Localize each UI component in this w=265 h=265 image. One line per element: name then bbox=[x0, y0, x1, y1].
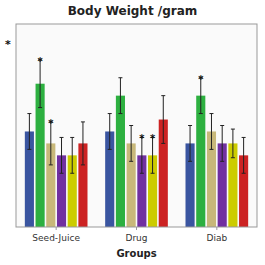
error-cap bbox=[161, 95, 165, 96]
error-line bbox=[211, 114, 212, 150]
error-line bbox=[61, 137, 62, 173]
error-cap bbox=[242, 173, 246, 174]
error-bar bbox=[108, 114, 112, 150]
error-cap bbox=[242, 137, 246, 138]
error-bar bbox=[188, 126, 192, 162]
error-line bbox=[72, 137, 73, 173]
bar bbox=[196, 96, 205, 227]
error-cap bbox=[60, 137, 64, 138]
x-tick-label: Seed-Juice bbox=[32, 233, 80, 243]
error-cap bbox=[129, 125, 133, 126]
error-line bbox=[40, 60, 41, 108]
error-line bbox=[232, 129, 233, 158]
significance-star: * bbox=[150, 133, 156, 144]
chart-svg: Body Weight /gram Seed-Juice Drug Diab Group… bbox=[0, 0, 265, 265]
error-cap bbox=[209, 113, 213, 114]
error-line bbox=[29, 114, 30, 150]
error-cap bbox=[108, 113, 112, 114]
error-bar bbox=[209, 114, 213, 150]
error-cap bbox=[70, 173, 74, 174]
error-line bbox=[222, 126, 223, 162]
error-line bbox=[190, 126, 191, 162]
error-cap bbox=[70, 137, 74, 138]
error-bar bbox=[231, 129, 235, 158]
error-cap bbox=[60, 173, 64, 174]
error-cap bbox=[118, 113, 122, 114]
significance-star: * bbox=[198, 74, 204, 85]
error-bar bbox=[27, 114, 31, 150]
error-bar bbox=[70, 137, 74, 173]
x-tick bbox=[136, 227, 137, 230]
error-line bbox=[243, 137, 244, 173]
error-cap bbox=[151, 173, 155, 174]
error-cap bbox=[38, 107, 42, 108]
error-cap bbox=[118, 77, 122, 78]
significance-star: * bbox=[48, 118, 54, 129]
error-cap bbox=[199, 113, 203, 114]
error-cap bbox=[140, 173, 144, 174]
error-cap bbox=[49, 164, 53, 165]
error-cap bbox=[108, 149, 112, 150]
error-cap bbox=[129, 161, 133, 162]
bar bbox=[116, 96, 125, 227]
plot-background bbox=[16, 24, 257, 227]
error-cap bbox=[231, 157, 235, 158]
x-tick bbox=[216, 227, 217, 230]
page: {"chart_data": { "type": "bar", "title":… bbox=[0, 0, 265, 265]
x-tick-label: Diab bbox=[206, 233, 227, 243]
x-axis-label: Groups bbox=[116, 248, 156, 259]
error-bar bbox=[60, 137, 64, 173]
error-bar bbox=[161, 96, 165, 144]
significance-star: * bbox=[5, 38, 11, 51]
error-bar bbox=[38, 60, 42, 108]
significance-star: * bbox=[37, 56, 43, 67]
error-bar bbox=[129, 126, 133, 162]
error-bar bbox=[81, 122, 85, 165]
error-cap bbox=[27, 113, 31, 114]
error-line bbox=[109, 114, 110, 150]
error-line bbox=[82, 122, 83, 165]
error-cap bbox=[220, 125, 224, 126]
error-line bbox=[163, 96, 164, 144]
error-line bbox=[131, 126, 132, 162]
error-cap bbox=[188, 161, 192, 162]
error-cap bbox=[161, 143, 165, 144]
significance-star: * bbox=[139, 133, 145, 144]
error-cap bbox=[220, 161, 224, 162]
error-cap bbox=[27, 149, 31, 150]
error-line bbox=[120, 78, 121, 114]
error-cap bbox=[81, 121, 85, 122]
x-tick-label: Drug bbox=[125, 233, 147, 243]
title: Body Weight /gram bbox=[68, 4, 198, 18]
error-cap bbox=[231, 129, 235, 130]
error-cap bbox=[81, 164, 85, 165]
x-tick bbox=[56, 227, 57, 230]
error-bar bbox=[118, 78, 122, 114]
error-bar bbox=[220, 126, 224, 162]
error-cap bbox=[209, 149, 213, 150]
error-bar bbox=[242, 137, 246, 173]
bars bbox=[25, 60, 248, 227]
error-cap bbox=[188, 125, 192, 126]
plot-frame bbox=[16, 24, 257, 227]
chart-container: Body Weight /gram Seed-Juice Drug Diab Group… bbox=[0, 0, 265, 265]
